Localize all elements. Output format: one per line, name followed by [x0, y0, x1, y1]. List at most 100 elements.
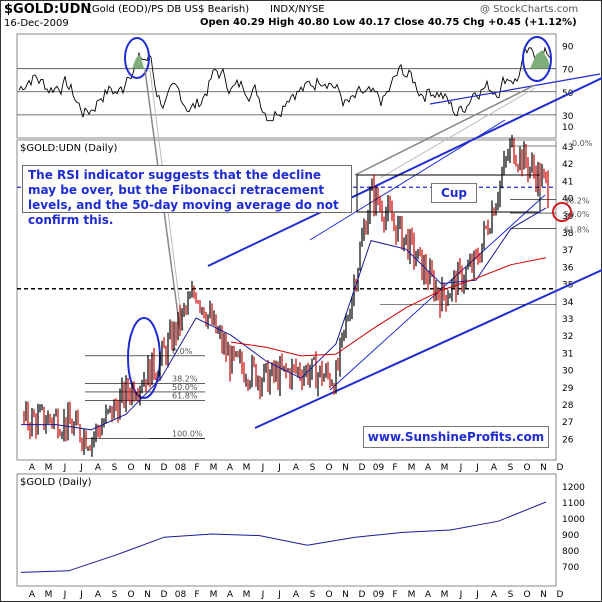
month-label: N — [540, 463, 547, 473]
cup-box — [356, 174, 541, 213]
price-tick-label: 33 — [562, 315, 573, 325]
leader-line-3 — [354, 84, 536, 176]
gold-tick-label: 800 — [562, 547, 579, 557]
month-label: O — [127, 463, 134, 473]
channel-inner-line — [309, 119, 506, 241]
brand-link[interactable]: @ StockCharts.com — [480, 4, 579, 15]
month-label-lower: S — [112, 590, 118, 600]
month-label: M — [210, 463, 218, 473]
month-label-lower: D — [557, 590, 564, 600]
month-label: A — [227, 463, 234, 473]
gold-tick-label: 1200 — [562, 483, 585, 493]
price-tick-label: 34 — [562, 298, 574, 308]
month-label-lower: 08 — [175, 590, 187, 600]
month-label: S — [112, 463, 118, 473]
fib-label-0-top: 0.0% — [572, 139, 593, 148]
rsi-trendline — [429, 73, 601, 105]
price-tick-label: 31 — [562, 349, 573, 359]
month-label: F — [194, 463, 199, 473]
month-label: D — [359, 463, 366, 473]
month-label: D — [557, 463, 564, 473]
month-label: J — [459, 463, 463, 473]
month-label-lower: 09 — [373, 590, 385, 600]
month-label-lower: O — [325, 590, 332, 600]
rsi-tick-label: 90 — [562, 43, 574, 53]
month-label: M — [243, 463, 251, 473]
gold-ma-line — [20, 501, 547, 573]
month-label-lower: N — [144, 590, 151, 600]
month-label-lower: J — [79, 590, 83, 600]
leader-line-4 — [379, 87, 536, 179]
fib-label-recent: 61.8% — [564, 226, 590, 235]
month-label-lower: A — [29, 590, 36, 600]
month-label-lower: A — [293, 590, 300, 600]
month-label-lower: A — [425, 590, 432, 600]
price-tick-label: 36 — [562, 263, 574, 273]
rsi-overbought-fill-2007 — [132, 53, 144, 69]
channel-lower-line — [254, 269, 602, 429]
rsi-ellipse-2007 — [124, 37, 150, 79]
month-label: N — [144, 463, 151, 473]
price-extra-tick: 10 — [562, 123, 574, 133]
month-label-lower: J — [261, 590, 265, 600]
month-label-lower: J — [459, 590, 463, 600]
fib-label-recent: 50.0% — [564, 210, 590, 219]
price-tick-label: 27 — [562, 418, 573, 428]
gold-panel-border — [16, 473, 557, 587]
month-label: A — [491, 463, 498, 473]
price-tick-label: 32 — [562, 332, 573, 342]
rsi-line — [18, 46, 552, 122]
rsi-tick-label: 30 — [562, 112, 574, 122]
month-label-lower: F — [194, 590, 199, 600]
rsi-ellipse-2009 — [522, 36, 552, 82]
month-label: A — [425, 463, 432, 473]
month-label-lower: M — [441, 590, 449, 600]
price-circle-2009 — [552, 202, 572, 222]
month-label-lower: M — [408, 590, 416, 600]
month-label-lower: A — [227, 590, 234, 600]
quote-line: Open 40.29 High 40.80 Low 40.17 Close 40… — [200, 17, 577, 28]
price-tick-label: 37 — [562, 246, 573, 256]
month-label-lower: M — [45, 590, 53, 600]
month-label-lower: J — [277, 590, 281, 600]
price-panel-border — [16, 139, 557, 461]
month-label-lower: O — [523, 590, 530, 600]
month-label: J — [261, 463, 265, 473]
month-label: N — [342, 463, 349, 473]
price-tick-label: 26 — [562, 435, 574, 445]
month-label: J — [475, 463, 479, 473]
month-label: A — [29, 463, 36, 473]
chart-exchange: INDX/NYSE — [270, 4, 325, 15]
month-label: M — [408, 463, 416, 473]
month-label: O — [325, 463, 332, 473]
gold-tick-label: 700 — [562, 563, 579, 573]
month-label-lower: A — [491, 590, 498, 600]
month-label: J — [63, 463, 67, 473]
rsi-panel-border — [16, 33, 557, 139]
website-link[interactable]: www.SunshineProfits.com — [363, 426, 549, 448]
chart-symbol: $GOLD:UDN — [4, 2, 92, 17]
month-label-lower: J — [475, 590, 479, 600]
month-label-lower: F — [392, 590, 397, 600]
price-tick-label: 42 — [562, 160, 573, 170]
month-label-lower: M — [210, 590, 218, 600]
month-label-lower: S — [508, 590, 514, 600]
month-label: 08 — [175, 463, 187, 473]
analysis-note: The RSI indicator suggests that the decl… — [22, 165, 352, 227]
price-tick-label: 30 — [562, 367, 574, 377]
month-label-lower: D — [359, 590, 366, 600]
rsi-overbought-fill — [530, 50, 550, 69]
month-label-lower: N — [540, 590, 547, 600]
fib-label-2007: 50.0% — [172, 383, 198, 392]
price-tick-label: 28 — [562, 401, 574, 411]
month-label: A — [95, 463, 102, 473]
gold-panel-title: $GOLD (Daily) — [20, 477, 92, 488]
price-tick-label: 43 — [562, 143, 573, 153]
price-tick-label: 40 — [562, 195, 574, 205]
channel-upper-line — [207, 77, 602, 267]
month-label: M — [45, 463, 53, 473]
price-tick-label: 29 — [562, 384, 574, 394]
price-tick-label: 38 — [562, 229, 574, 239]
